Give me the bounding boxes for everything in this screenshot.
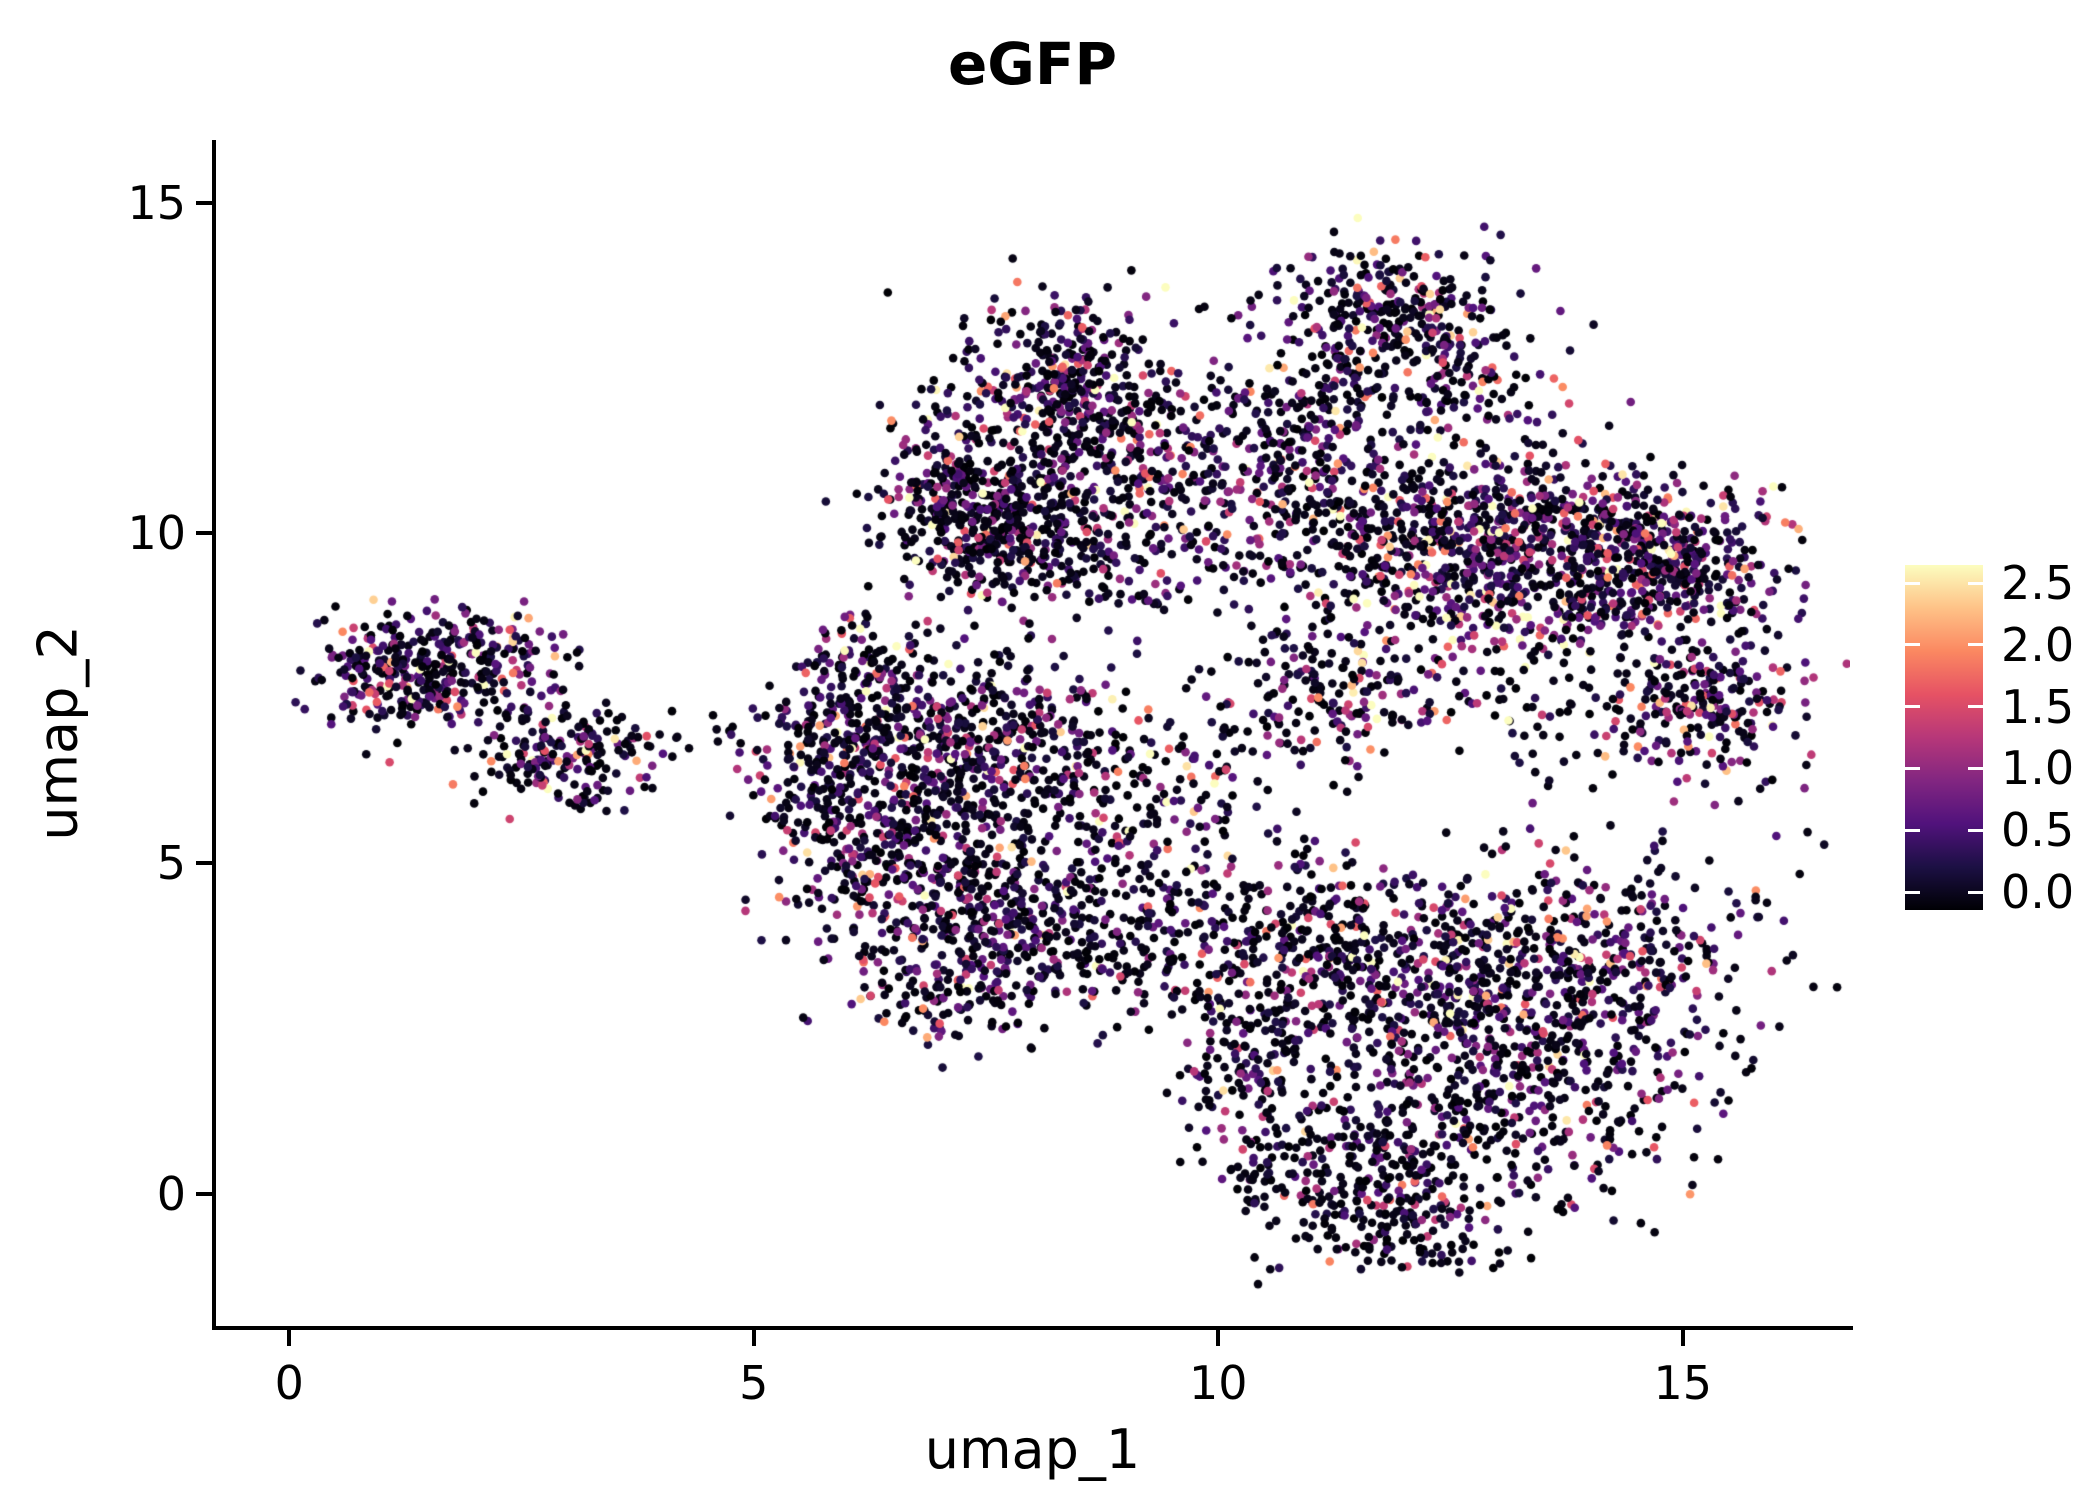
- y-tick-label: 15: [127, 175, 186, 230]
- colorbar-tick-mark: [1968, 581, 1983, 585]
- colorbar-tick-mark: [1905, 828, 1920, 832]
- plot-title: eGFP: [947, 30, 1118, 98]
- y-tick-label: 0: [156, 1166, 186, 1221]
- y-axis-title: umap_2: [26, 625, 90, 841]
- y-tick-mark: [196, 200, 212, 205]
- x-tick-mark: [287, 1330, 292, 1346]
- colorbar-tick-label: 2.0: [2001, 617, 2075, 672]
- y-tick-mark: [196, 1191, 212, 1196]
- scatter-canvas: [215, 140, 1850, 1326]
- y-tick-label: 10: [127, 506, 186, 561]
- colorbar-tick-mark: [1968, 828, 1983, 832]
- colorbar-tick-label: 2.5: [2001, 556, 2075, 610]
- x-tick-label: 5: [739, 1356, 769, 1410]
- y-tick-label: 5: [156, 836, 186, 891]
- y-tick-mark: [196, 861, 212, 866]
- y-axis-line: [212, 140, 216, 1330]
- x-tick-label: 15: [1653, 1356, 1713, 1410]
- colorbar-tick-label: 1.0: [2001, 741, 2075, 796]
- colorbar-tick-mark: [1968, 643, 1983, 647]
- colorbar-tick-mark: [1968, 766, 1983, 770]
- plot-panel: [215, 140, 1850, 1326]
- x-axis-line: [212, 1326, 1853, 1330]
- colorbar-tick-mark: [1905, 890, 1920, 894]
- x-tick-mark: [1680, 1330, 1685, 1346]
- x-axis-title: umap_1: [924, 1418, 1141, 1481]
- colorbar-tick-label: 0.5: [2001, 803, 2075, 858]
- x-tick-mark: [751, 1330, 756, 1346]
- colorbar-tick-mark: [1905, 643, 1920, 647]
- colorbar-tick-label: 0.0: [2001, 865, 2075, 919]
- colorbar-tick-mark: [1968, 890, 1983, 894]
- colorbar-tick-mark: [1968, 705, 1983, 709]
- colorbar-gradient: [1905, 565, 1983, 910]
- colorbar-tick-mark: [1905, 766, 1920, 770]
- colorbar-tick-mark: [1905, 705, 1920, 709]
- colorbar-tick-label: 1.5: [2001, 679, 2075, 734]
- colorbar-tick-mark: [1905, 581, 1920, 585]
- x-tick-label: 10: [1189, 1356, 1248, 1410]
- y-tick-mark: [196, 531, 212, 536]
- x-tick-label: 0: [274, 1356, 304, 1410]
- x-tick-mark: [1216, 1330, 1221, 1346]
